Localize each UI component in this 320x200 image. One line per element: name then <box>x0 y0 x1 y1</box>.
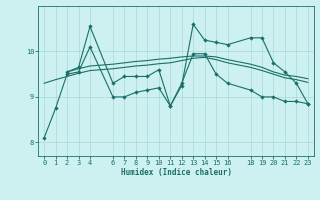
X-axis label: Humidex (Indice chaleur): Humidex (Indice chaleur) <box>121 168 231 177</box>
